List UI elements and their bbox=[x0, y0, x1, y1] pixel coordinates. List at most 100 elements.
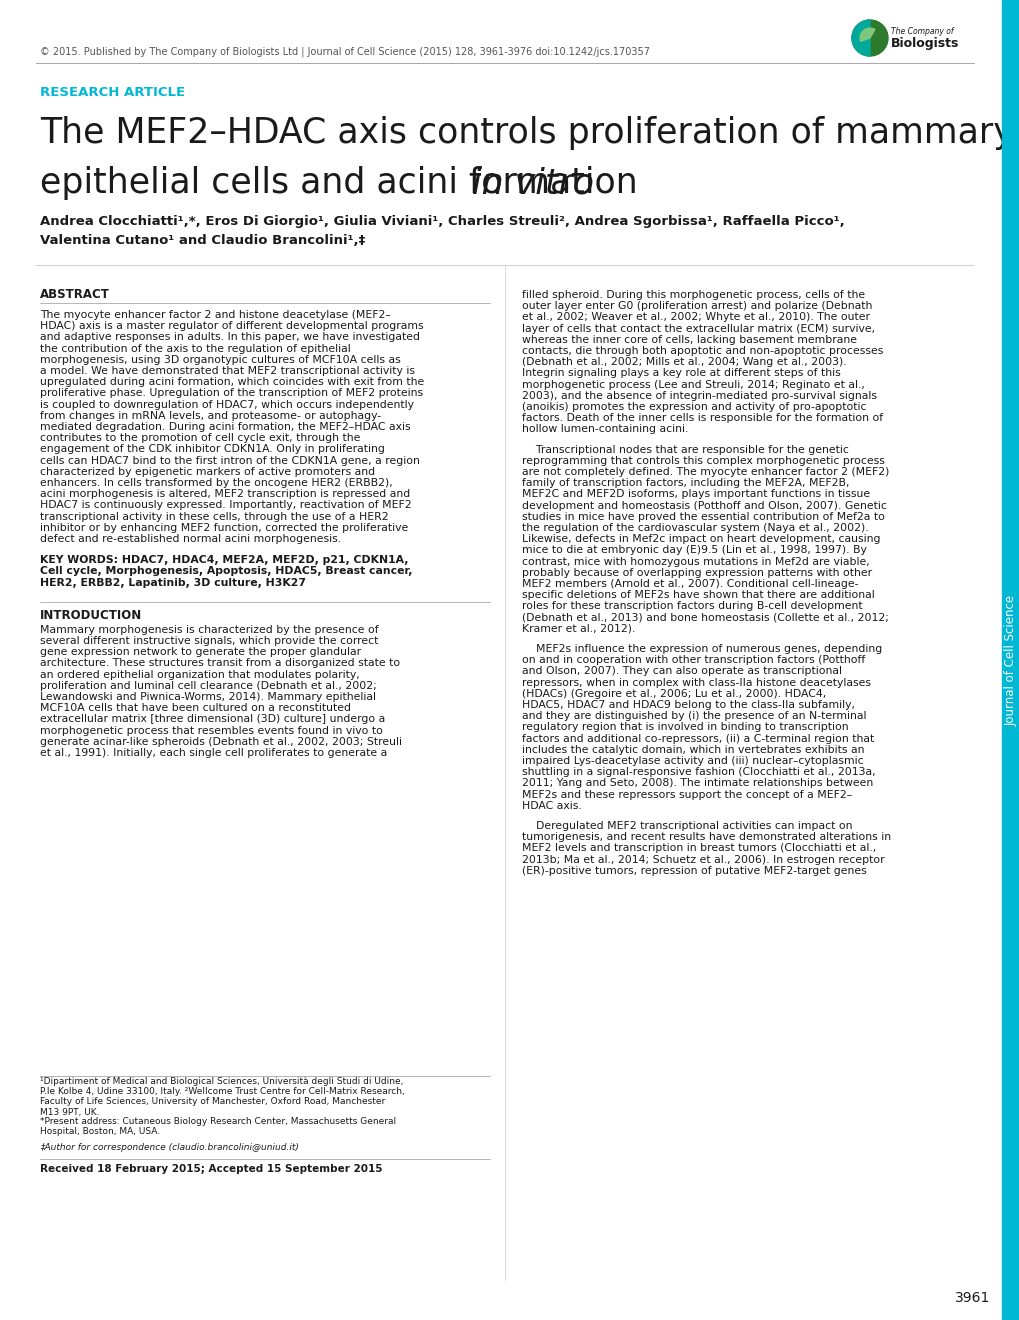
Text: shuttling in a signal-responsive fashion (Clocchiatti et al., 2013a,: shuttling in a signal-responsive fashion… bbox=[522, 767, 874, 777]
Text: Valentina Cutano¹ and Claudio Brancolini¹,‡: Valentina Cutano¹ and Claudio Brancolini… bbox=[40, 234, 365, 247]
Text: Journal of Cell Science: Journal of Cell Science bbox=[1004, 594, 1017, 726]
Text: includes the catalytic domain, which in vertebrates exhibits an: includes the catalytic domain, which in … bbox=[522, 744, 864, 755]
Text: Deregulated MEF2 transcriptional activities can impact on: Deregulated MEF2 transcriptional activit… bbox=[522, 821, 852, 832]
Text: MCF10A cells that have been cultured on a reconstituted: MCF10A cells that have been cultured on … bbox=[40, 704, 351, 713]
Text: P.le Kolbe 4, Udine 33100, Italy. ²Wellcome Trust Centre for Cell-Matrix Researc: P.le Kolbe 4, Udine 33100, Italy. ²Wellc… bbox=[40, 1088, 405, 1097]
Text: Cell cycle, Morphogenesis, Apoptosis, HDAC5, Breast cancer,: Cell cycle, Morphogenesis, Apoptosis, HD… bbox=[40, 566, 412, 577]
Text: reprogramming that controls this complex morphogenetic process: reprogramming that controls this complex… bbox=[522, 455, 884, 466]
Text: acini morphogenesis is altered, MEF2 transcription is repressed and: acini morphogenesis is altered, MEF2 tra… bbox=[40, 490, 410, 499]
Text: The MEF2–HDAC axis controls proliferation of mammary: The MEF2–HDAC axis controls proliferatio… bbox=[40, 116, 1013, 150]
Text: et al., 1991). Initially, each single cell proliferates to generate a: et al., 1991). Initially, each single ce… bbox=[40, 748, 387, 758]
Text: Biologists: Biologists bbox=[891, 37, 959, 50]
Text: The myocyte enhancer factor 2 and histone deacetylase (MEF2–: The myocyte enhancer factor 2 and histon… bbox=[40, 310, 390, 319]
Text: several different instructive signals, which provide the correct: several different instructive signals, w… bbox=[40, 636, 378, 645]
Text: MEF2 members (Arnold et al., 2007). Conditional cell-lineage-: MEF2 members (Arnold et al., 2007). Cond… bbox=[522, 579, 858, 589]
Text: MEF2C and MEF2D isoforms, plays important functions in tissue: MEF2C and MEF2D isoforms, plays importan… bbox=[522, 490, 869, 499]
Text: contributes to the promotion of cell cycle exit, through the: contributes to the promotion of cell cyc… bbox=[40, 433, 360, 444]
Text: engagement of the CDK inhibitor CDKN1A. Only in proliferating: engagement of the CDK inhibitor CDKN1A. … bbox=[40, 445, 384, 454]
Wedge shape bbox=[859, 28, 874, 41]
Text: ‡Author for correspondence (claudio.brancolini@uniud.it): ‡Author for correspondence (claudio.bran… bbox=[40, 1143, 299, 1151]
Text: KEY WORDS: HDAC7, HDAC4, MEF2A, MEF2D, p21, CDKN1A,: KEY WORDS: HDAC7, HDAC4, MEF2A, MEF2D, p… bbox=[40, 556, 408, 565]
Text: upregulated during acini formation, which coincides with exit from the: upregulated during acini formation, whic… bbox=[40, 378, 424, 387]
Circle shape bbox=[851, 20, 888, 55]
Text: proliferation and luminal cell clearance (Debnath et al., 2002;: proliferation and luminal cell clearance… bbox=[40, 681, 376, 690]
Text: morphogenetic process (Lee and Streuli, 2014; Reginato et al.,: morphogenetic process (Lee and Streuli, … bbox=[522, 380, 864, 389]
Text: Hospital, Boston, MA, USA.: Hospital, Boston, MA, USA. bbox=[40, 1127, 160, 1137]
Text: extracellular matrix [three dimensional (3D) culture] undergo a: extracellular matrix [three dimensional … bbox=[40, 714, 385, 725]
Text: in vitro: in vitro bbox=[472, 166, 593, 201]
Text: morphogenesis, using 3D organotypic cultures of MCF10A cells as: morphogenesis, using 3D organotypic cult… bbox=[40, 355, 400, 364]
Text: MEF2s and these repressors support the concept of a MEF2–: MEF2s and these repressors support the c… bbox=[522, 789, 852, 800]
Text: Andrea Clocchiatti¹,*, Eros Di Giorgio¹, Giulia Viviani¹, Charles Streuli², Andr: Andrea Clocchiatti¹,*, Eros Di Giorgio¹,… bbox=[40, 215, 844, 228]
Text: is coupled to downregulation of HDAC7, which occurs independently: is coupled to downregulation of HDAC7, w… bbox=[40, 400, 414, 409]
Text: repressors, when in complex with class-IIa histone deacetylases: repressors, when in complex with class-I… bbox=[522, 677, 870, 688]
Text: INTRODUCTION: INTRODUCTION bbox=[40, 610, 142, 622]
Text: inhibitor or by enhancing MEF2 function, corrected the proliferative: inhibitor or by enhancing MEF2 function,… bbox=[40, 523, 408, 533]
Text: HDAC axis.: HDAC axis. bbox=[522, 801, 581, 810]
Wedge shape bbox=[851, 20, 869, 55]
Text: the regulation of the cardiovascular system (Naya et al., 2002).: the regulation of the cardiovascular sys… bbox=[522, 523, 868, 533]
Text: mice to die at embryonic day (E)9.5 (Lin et al., 1998, 1997). By: mice to die at embryonic day (E)9.5 (Lin… bbox=[522, 545, 866, 556]
Text: ¹Dipartiment of Medical and Biological Sciences, Università degli Studi di Udine: ¹Dipartiment of Medical and Biological S… bbox=[40, 1077, 403, 1086]
Text: cells can HDAC7 bind to the first intron of the CDKN1A gene, a region: cells can HDAC7 bind to the first intron… bbox=[40, 455, 420, 466]
Text: development and homeostasis (Potthoff and Olson, 2007). Genetic: development and homeostasis (Potthoff an… bbox=[522, 500, 886, 511]
Text: contrast, mice with homozygous mutations in Mef2d are viable,: contrast, mice with homozygous mutations… bbox=[522, 557, 869, 566]
Text: (ER)-positive tumors, repression of putative MEF2-target genes: (ER)-positive tumors, repression of puta… bbox=[522, 866, 866, 875]
Text: M13 9PT, UK.: M13 9PT, UK. bbox=[40, 1107, 100, 1117]
Text: and adaptive responses in adults. In this paper, we have investigated: and adaptive responses in adults. In thi… bbox=[40, 333, 420, 342]
Text: specific deletions of MEF2s have shown that there are additional: specific deletions of MEF2s have shown t… bbox=[522, 590, 874, 601]
Text: © 2015. Published by The Company of Biologists Ltd | Journal of Cell Science (20: © 2015. Published by The Company of Biol… bbox=[40, 46, 649, 57]
Text: layer of cells that contact the extracellular matrix (ECM) survive,: layer of cells that contact the extracel… bbox=[522, 323, 874, 334]
Text: Mammary morphogenesis is characterized by the presence of: Mammary morphogenesis is characterized b… bbox=[40, 624, 378, 635]
Text: from changes in mRNA levels, and proteasome- or autophagy-: from changes in mRNA levels, and proteas… bbox=[40, 411, 381, 421]
Text: (anoikis) promotes the expression and activity of pro-apoptotic: (anoikis) promotes the expression and ac… bbox=[522, 403, 866, 412]
Text: The Company of: The Company of bbox=[891, 28, 953, 37]
Text: defect and re-established normal acini morphogenesis.: defect and re-established normal acini m… bbox=[40, 535, 340, 544]
Text: and Olson, 2007). They can also operate as transcriptional: and Olson, 2007). They can also operate … bbox=[522, 667, 841, 676]
Text: enhancers. In cells transformed by the oncogene HER2 (ERBB2),: enhancers. In cells transformed by the o… bbox=[40, 478, 392, 488]
Text: an ordered epithelial organization that modulates polarity,: an ordered epithelial organization that … bbox=[40, 669, 360, 680]
Text: architecture. These structures transit from a disorganized state to: architecture. These structures transit f… bbox=[40, 659, 399, 668]
Text: transcriptional activity in these cells, through the use of a HER2: transcriptional activity in these cells,… bbox=[40, 512, 388, 521]
Text: gene expression network to generate the proper glandular: gene expression network to generate the … bbox=[40, 647, 361, 657]
Text: a model. We have demonstrated that MEF2 transcriptional activity is: a model. We have demonstrated that MEF2 … bbox=[40, 366, 415, 376]
Text: MEF2s influence the expression of numerous genes, depending: MEF2s influence the expression of numero… bbox=[522, 644, 881, 653]
Text: Lewandowski and Piwnica-Worms, 2014). Mammary epithelial: Lewandowski and Piwnica-Worms, 2014). Ma… bbox=[40, 692, 376, 702]
Text: MEF2 levels and transcription in breast tumors (Clocchiatti et al.,: MEF2 levels and transcription in breast … bbox=[522, 843, 875, 854]
Text: HDAC5, HDAC7 and HDAC9 belong to the class-IIa subfamily,: HDAC5, HDAC7 and HDAC9 belong to the cla… bbox=[522, 700, 854, 710]
Text: studies in mice have proved the essential contribution of Mef2a to: studies in mice have proved the essentia… bbox=[522, 512, 884, 521]
Text: HDAC) axis is a master regulator of different developmental programs: HDAC) axis is a master regulator of diff… bbox=[40, 321, 423, 331]
Text: tumorigenesis, and recent results have demonstrated alterations in: tumorigenesis, and recent results have d… bbox=[522, 832, 891, 842]
Text: hollow lumen-containing acini.: hollow lumen-containing acini. bbox=[522, 425, 688, 434]
Text: (HDACs) (Gregoire et al., 2006; Lu et al., 2000). HDAC4,: (HDACs) (Gregoire et al., 2006; Lu et al… bbox=[522, 689, 825, 698]
Text: probably because of overlapping expression patterns with other: probably because of overlapping expressi… bbox=[522, 568, 871, 578]
Text: (Debnath et al., 2002; Mills et al., 2004; Wang et al., 2003).: (Debnath et al., 2002; Mills et al., 200… bbox=[522, 358, 846, 367]
Text: are not completely defined. The myocyte enhancer factor 2 (MEF2): are not completely defined. The myocyte … bbox=[522, 467, 889, 477]
Text: Kramer et al., 2012).: Kramer et al., 2012). bbox=[522, 624, 635, 634]
Text: ABSTRACT: ABSTRACT bbox=[40, 289, 110, 301]
Text: characterized by epigenetic markers of active promoters and: characterized by epigenetic markers of a… bbox=[40, 467, 375, 477]
Text: HER2, ERBB2, Lapatinib, 3D culture, H3K27: HER2, ERBB2, Lapatinib, 3D culture, H3K2… bbox=[40, 578, 306, 587]
Text: Likewise, defects in Mef2c impact on heart development, causing: Likewise, defects in Mef2c impact on hea… bbox=[522, 535, 879, 544]
Text: 2003), and the absence of integrin-mediated pro-survival signals: 2003), and the absence of integrin-media… bbox=[522, 391, 876, 401]
Text: Faculty of Life Sciences, University of Manchester, Oxford Road, Manchester: Faculty of Life Sciences, University of … bbox=[40, 1097, 385, 1106]
Bar bbox=[1001, 0, 1019, 1320]
Text: HDAC7 is continuously expressed. Importantly, reactivation of MEF2: HDAC7 is continuously expressed. Importa… bbox=[40, 500, 412, 511]
Text: RESEARCH ARTICLE: RESEARCH ARTICLE bbox=[40, 86, 184, 99]
Text: proliferative phase. Upregulation of the transcription of MEF2 proteins: proliferative phase. Upregulation of the… bbox=[40, 388, 423, 399]
Text: epithelial cells and acini formation: epithelial cells and acini formation bbox=[40, 166, 648, 201]
Text: contacts, die through both apoptotic and non-apoptotic processes: contacts, die through both apoptotic and… bbox=[522, 346, 882, 356]
Text: family of transcription factors, including the MEF2A, MEF2B,: family of transcription factors, includi… bbox=[522, 478, 849, 488]
Text: factors and additional co-repressors, (ii) a C-terminal region that: factors and additional co-repressors, (i… bbox=[522, 734, 873, 743]
Text: regulatory region that is involved in binding to transcription: regulatory region that is involved in bi… bbox=[522, 722, 848, 733]
Text: 2011; Yang and Seto, 2008). The intimate relationships between: 2011; Yang and Seto, 2008). The intimate… bbox=[522, 779, 872, 788]
Text: the contribution of the axis to the regulation of epithelial: the contribution of the axis to the regu… bbox=[40, 343, 351, 354]
Text: whereas the inner core of cells, lacking basement membrane: whereas the inner core of cells, lacking… bbox=[522, 335, 856, 345]
Text: filled spheroid. During this morphogenetic process, cells of the: filled spheroid. During this morphogenet… bbox=[522, 290, 864, 300]
Text: factors. Death of the inner cells is responsible for the formation of: factors. Death of the inner cells is res… bbox=[522, 413, 882, 424]
Text: et al., 2002; Weaver et al., 2002; Whyte et al., 2010). The outer: et al., 2002; Weaver et al., 2002; Whyte… bbox=[522, 313, 869, 322]
Text: mediated degradation. During acini formation, the MEF2–HDAC axis: mediated degradation. During acini forma… bbox=[40, 422, 411, 432]
Text: morphogenetic process that resembles events found in vivo to: morphogenetic process that resembles eve… bbox=[40, 726, 382, 735]
Text: generate acinar-like spheroids (Debnath et al., 2002, 2003; Streuli: generate acinar-like spheroids (Debnath … bbox=[40, 737, 401, 747]
Text: on and in cooperation with other transcription factors (Potthoff: on and in cooperation with other transcr… bbox=[522, 655, 864, 665]
